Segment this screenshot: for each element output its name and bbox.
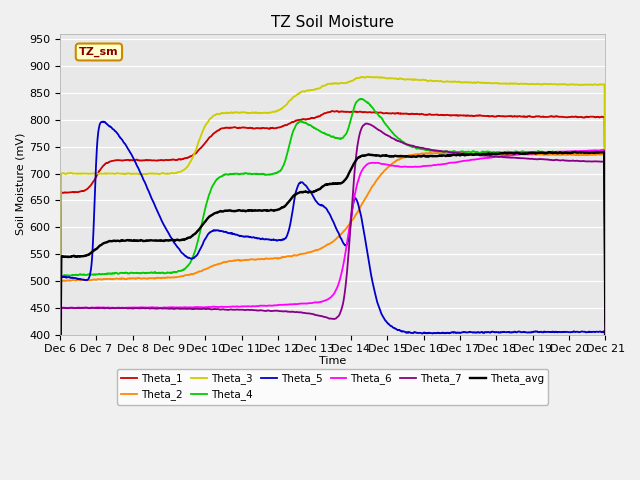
Text: TZ_sm: TZ_sm — [79, 47, 119, 57]
Y-axis label: Soil Moisture (mV): Soil Moisture (mV) — [15, 133, 25, 236]
X-axis label: Time: Time — [319, 356, 346, 366]
Title: TZ Soil Moisture: TZ Soil Moisture — [271, 15, 394, 30]
Legend: Theta_1, Theta_2, Theta_3, Theta_4, Theta_5, Theta_6, Theta_7, Theta_avg: Theta_1, Theta_2, Theta_3, Theta_4, Thet… — [117, 369, 548, 405]
